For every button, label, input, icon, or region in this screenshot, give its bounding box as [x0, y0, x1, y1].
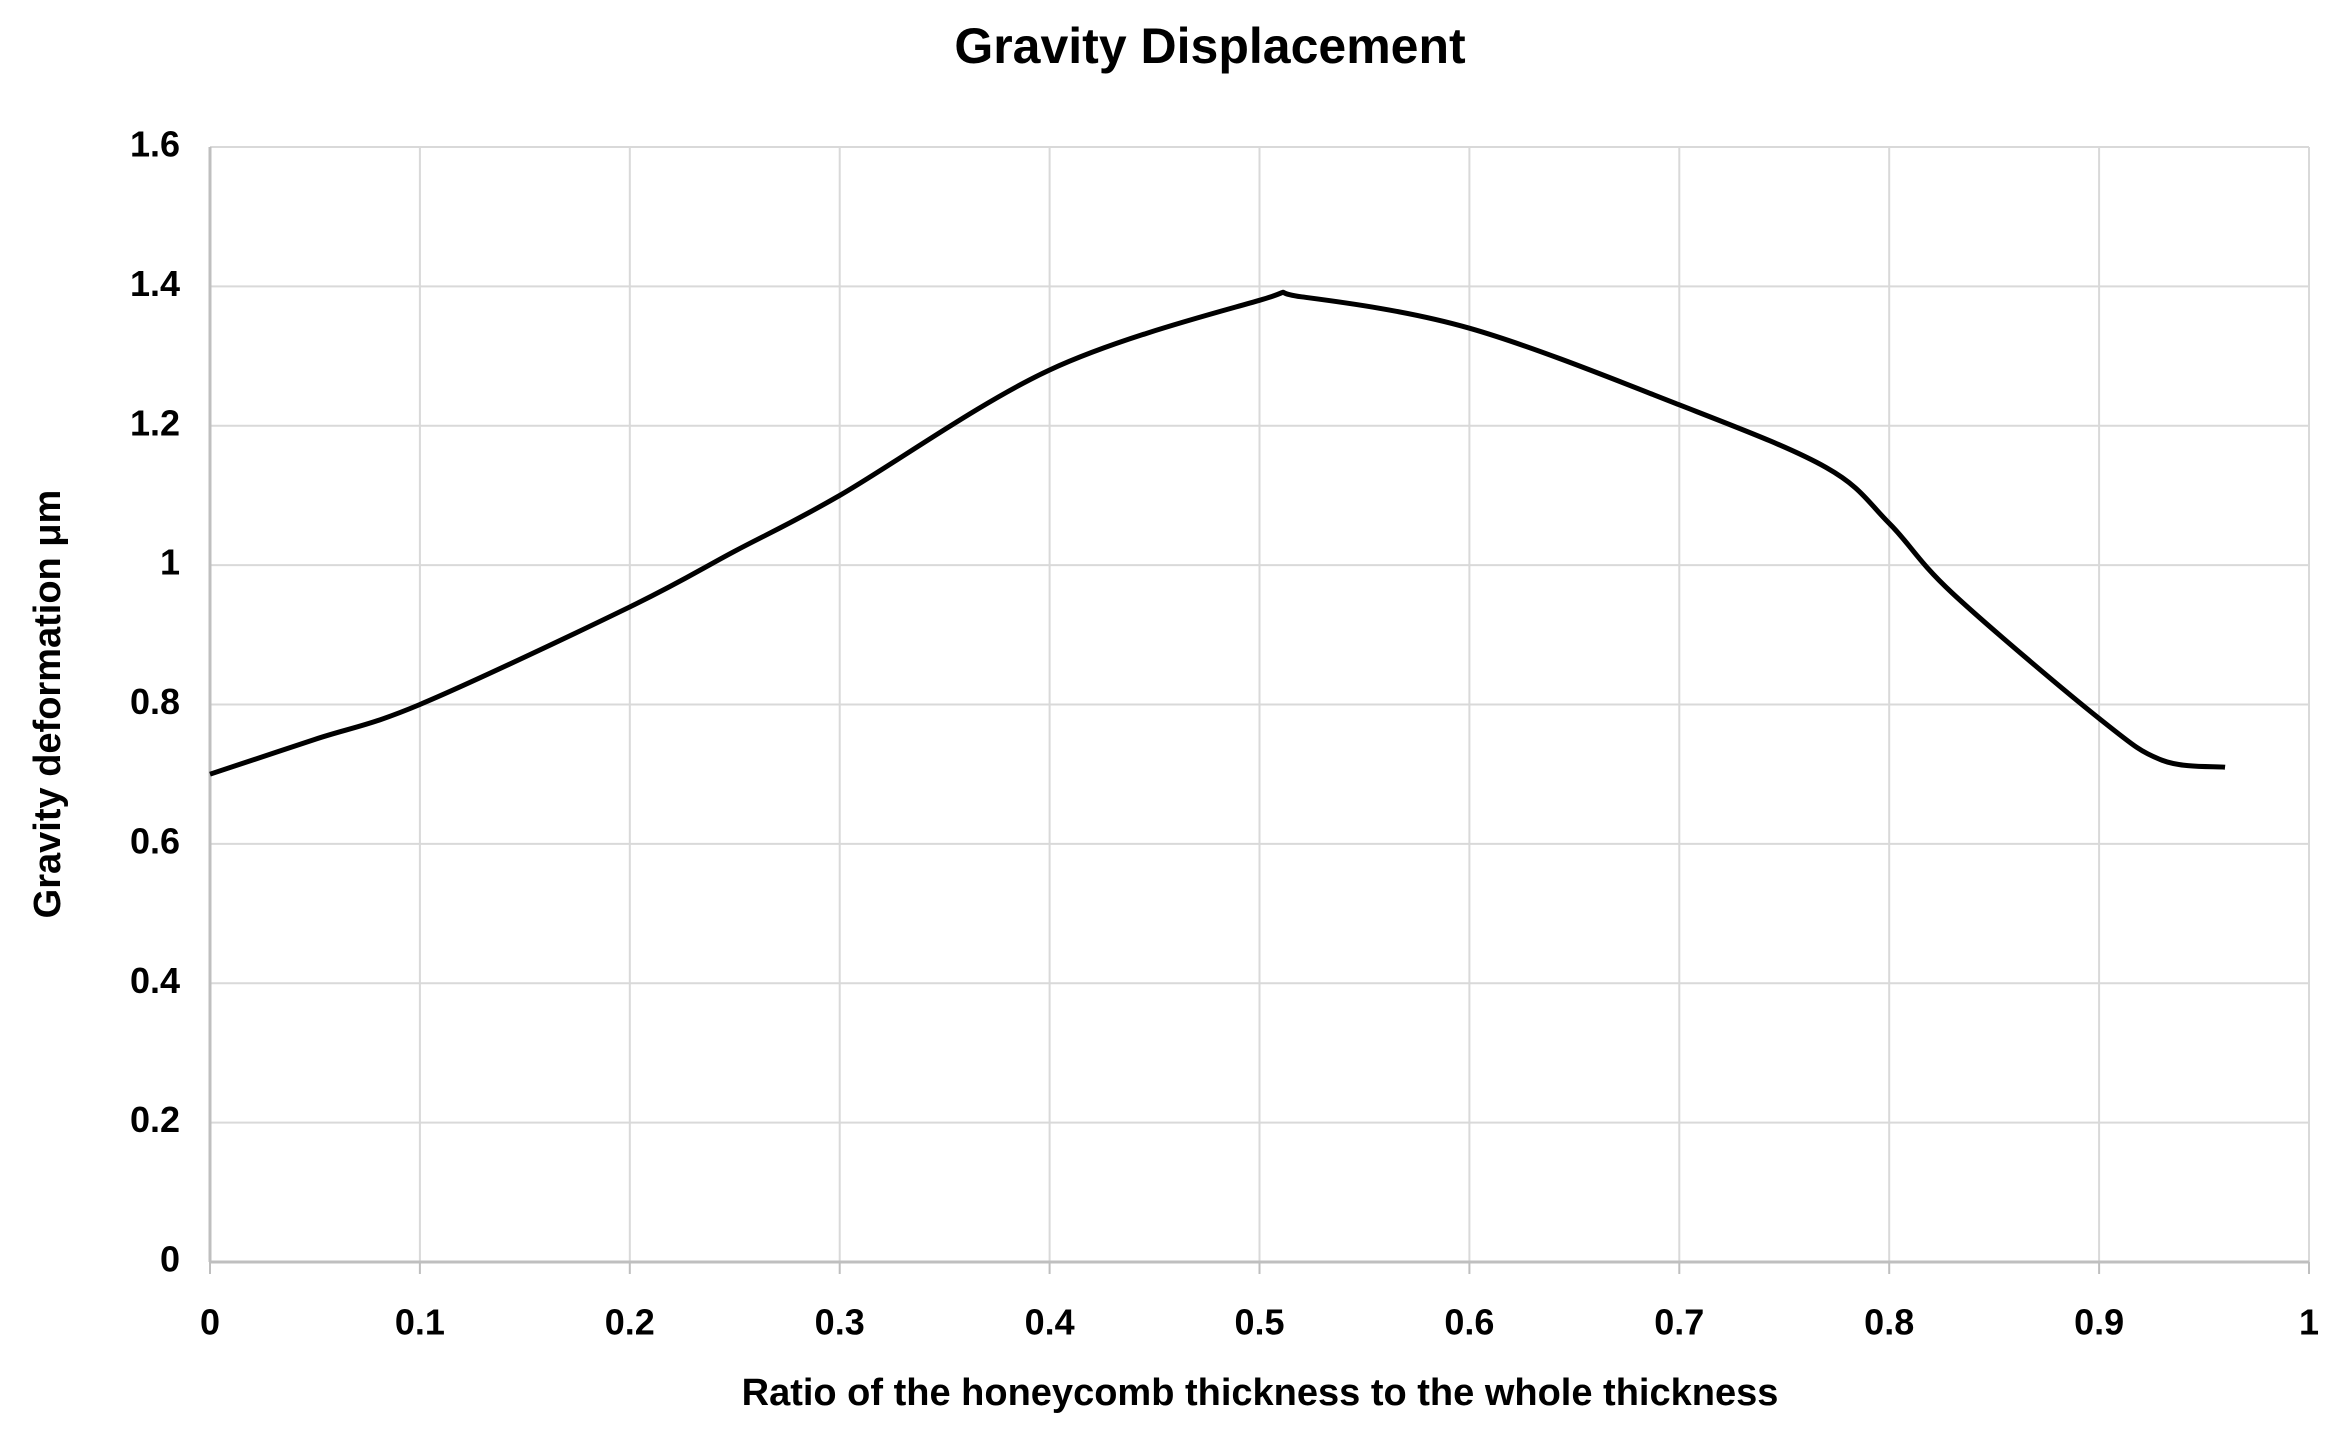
- data-line: [209, 289, 2226, 777]
- y-tick-label: 1: [160, 542, 180, 583]
- y-tick-label: 0.6: [130, 820, 180, 861]
- x-tick-label: 0.9: [2074, 1302, 2124, 1343]
- x-tick-label: 0.3: [815, 1302, 865, 1343]
- x-tick-label: 1: [2299, 1302, 2319, 1343]
- y-tick-label: 1.4: [130, 263, 180, 304]
- x-tick-label: 0: [200, 1302, 220, 1343]
- y-tick-label: 0.8: [130, 681, 180, 722]
- x-tick-label: 0.8: [1864, 1302, 1914, 1343]
- y-tick-label: 0.4: [130, 960, 180, 1001]
- y-tick-label: 1.6: [130, 124, 180, 165]
- x-tick-label: 0.2: [605, 1302, 655, 1343]
- x-tick-label: 0.5: [1234, 1302, 1284, 1343]
- y-tick-label: 0: [160, 1239, 180, 1280]
- chart-title: Gravity Displacement: [954, 18, 1466, 74]
- y-axis-title: Gravity deformation μm: [27, 490, 69, 919]
- y-tick-label: 1.2: [130, 402, 180, 443]
- x-tick-label: 0.7: [1654, 1302, 1704, 1343]
- y-tick-label: 0.2: [130, 1099, 180, 1140]
- x-tick-label: 0.1: [395, 1302, 445, 1343]
- x-tick-label: 0.4: [1025, 1302, 1075, 1343]
- x-axis-title: Ratio of the honeycomb thickness to the …: [742, 1372, 1779, 1414]
- x-tick-label: 0.6: [1444, 1302, 1494, 1343]
